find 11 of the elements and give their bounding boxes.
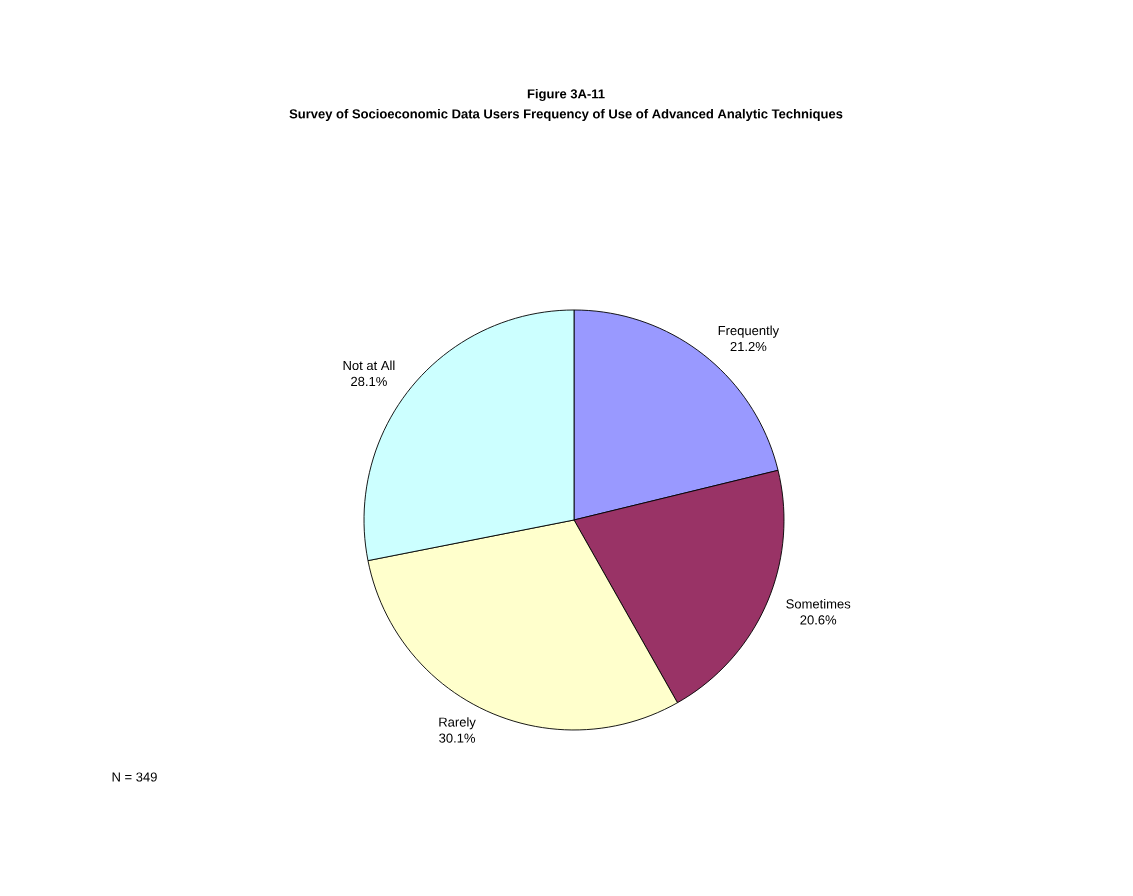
data-label: 28.1%	[351, 376, 387, 387]
data-label: 21.2%	[730, 341, 767, 352]
chart-title: Figure 3A-11	[527, 88, 605, 102]
slice-label: Rarely	[439, 717, 476, 730]
data-label: 20.6%	[800, 615, 837, 625]
text: N = 349	[112, 772, 157, 782]
slice-label: Sometimes	[786, 598, 851, 609]
slice-label: Not at All	[343, 360, 395, 371]
data-label: 30.1%	[439, 733, 476, 743]
slice-label: Frequently	[718, 325, 780, 338]
chart-subtitle: Survey of Socioeconomic Data Users Frequency of Use of Advanced Analytic Techniques	[289, 108, 843, 122]
